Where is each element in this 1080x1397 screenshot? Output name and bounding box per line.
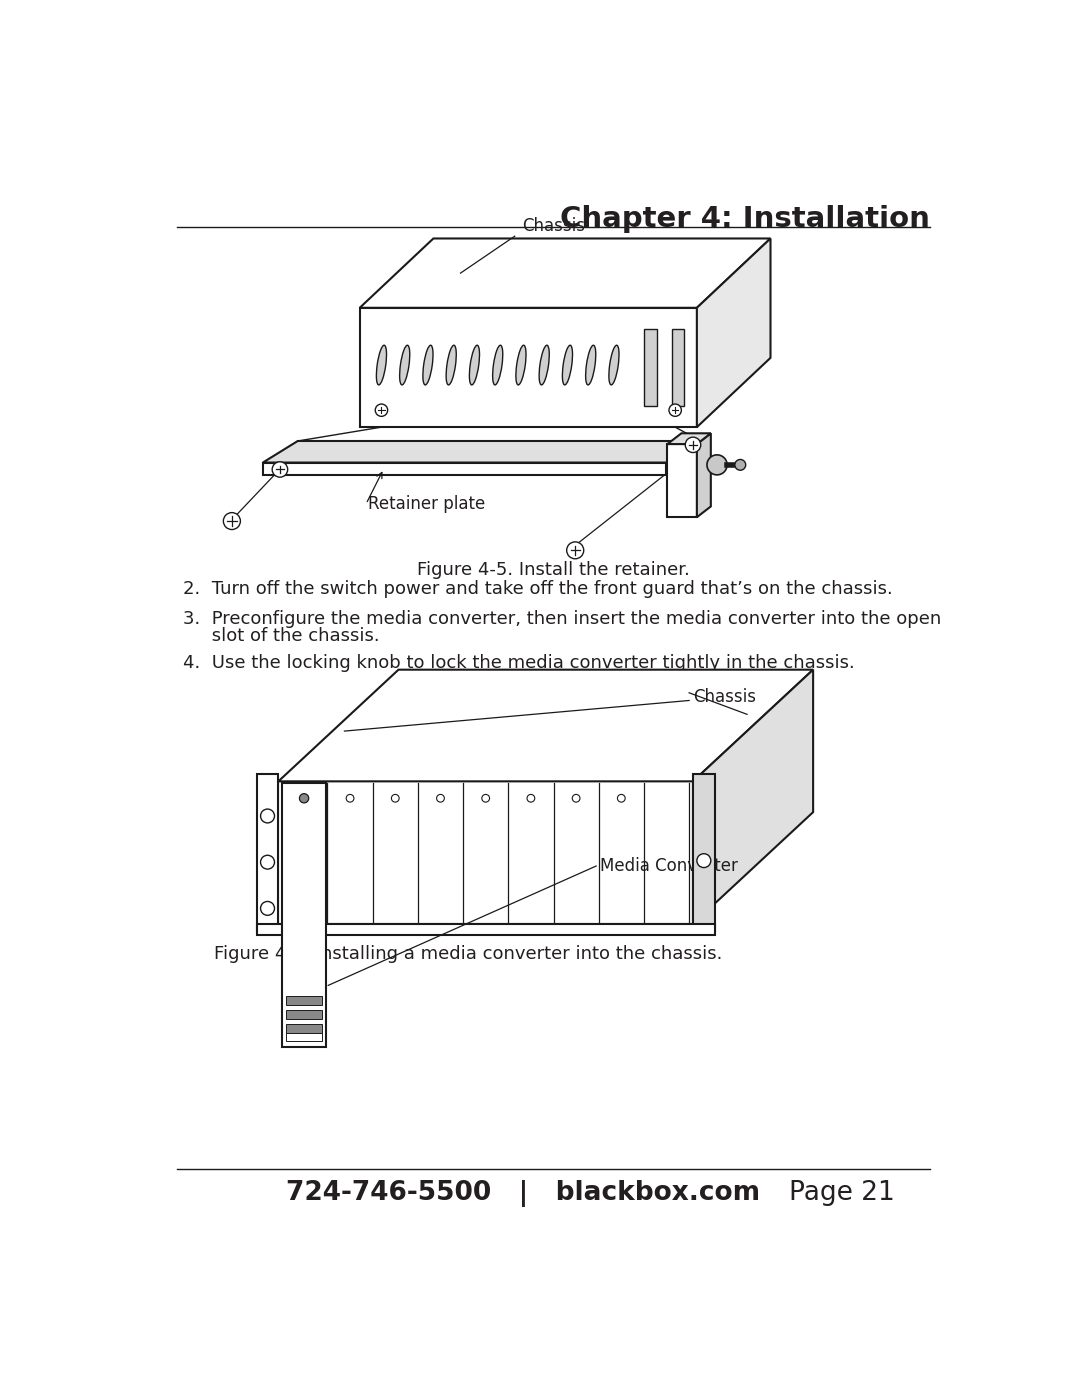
Circle shape (301, 795, 309, 802)
Bar (286, 1024, 322, 1034)
Bar (257, 923, 715, 936)
Circle shape (299, 793, 309, 803)
Polygon shape (693, 669, 813, 923)
Circle shape (527, 795, 535, 802)
Text: Media Converter: Media Converter (600, 856, 738, 875)
Circle shape (260, 901, 274, 915)
Ellipse shape (400, 345, 409, 386)
Polygon shape (360, 239, 770, 307)
Polygon shape (262, 441, 701, 462)
Bar (644, 330, 657, 405)
Ellipse shape (377, 345, 387, 386)
Ellipse shape (609, 345, 619, 386)
Circle shape (707, 455, 727, 475)
Bar (286, 1034, 322, 1041)
Bar (693, 774, 715, 932)
Polygon shape (697, 433, 711, 517)
Bar (286, 996, 322, 1006)
Circle shape (697, 854, 711, 868)
Polygon shape (279, 669, 813, 781)
Circle shape (260, 855, 274, 869)
Ellipse shape (492, 345, 503, 386)
Text: 724-746-5500   |   blackbox.com: 724-746-5500 | blackbox.com (286, 1180, 760, 1207)
Bar (286, 1010, 322, 1020)
Text: 2.  Turn off the switch power and take off the front guard that’s on the chassis: 2. Turn off the switch power and take of… (183, 580, 893, 598)
Ellipse shape (423, 345, 433, 386)
Polygon shape (667, 444, 697, 517)
Text: Chapter 4: Installation: Chapter 4: Installation (561, 205, 930, 233)
Circle shape (391, 795, 400, 802)
Bar (672, 330, 685, 405)
Circle shape (347, 795, 354, 802)
Circle shape (436, 795, 444, 802)
Circle shape (572, 795, 580, 802)
Polygon shape (262, 462, 666, 475)
Circle shape (375, 404, 388, 416)
Text: 4.  Use the locking knob to lock the media converter tightly in the chassis.: 4. Use the locking knob to lock the medi… (183, 654, 854, 672)
Circle shape (482, 795, 489, 802)
Ellipse shape (516, 345, 526, 386)
Text: Chassis: Chassis (693, 687, 756, 705)
Polygon shape (279, 781, 693, 923)
Bar (257, 774, 279, 932)
Text: Page 21: Page 21 (788, 1180, 894, 1206)
Text: slot of the chassis.: slot of the chassis. (183, 627, 380, 645)
Text: 3.  Preconfigure the media converter, then insert the media converter into the o: 3. Preconfigure the media converter, the… (183, 610, 942, 629)
Circle shape (260, 809, 274, 823)
Text: Chassis: Chassis (522, 217, 585, 235)
Circle shape (567, 542, 583, 559)
Ellipse shape (470, 345, 480, 386)
Circle shape (685, 437, 701, 453)
Text: Figure 4-6. Installing a media converter into the chassis.: Figure 4-6. Installing a media converter… (214, 944, 723, 963)
Circle shape (272, 462, 287, 478)
Polygon shape (282, 782, 326, 1046)
Text: Figure 4-5. Install the retainer.: Figure 4-5. Install the retainer. (417, 562, 690, 580)
Ellipse shape (446, 345, 456, 386)
Polygon shape (360, 307, 697, 427)
Circle shape (669, 404, 681, 416)
Circle shape (224, 513, 241, 529)
Circle shape (734, 460, 745, 471)
Text: Retainer plate: Retainer plate (367, 495, 485, 513)
Ellipse shape (563, 345, 572, 386)
Circle shape (618, 795, 625, 802)
Ellipse shape (585, 345, 596, 386)
Polygon shape (697, 239, 770, 427)
Polygon shape (667, 433, 711, 444)
Ellipse shape (539, 345, 550, 386)
